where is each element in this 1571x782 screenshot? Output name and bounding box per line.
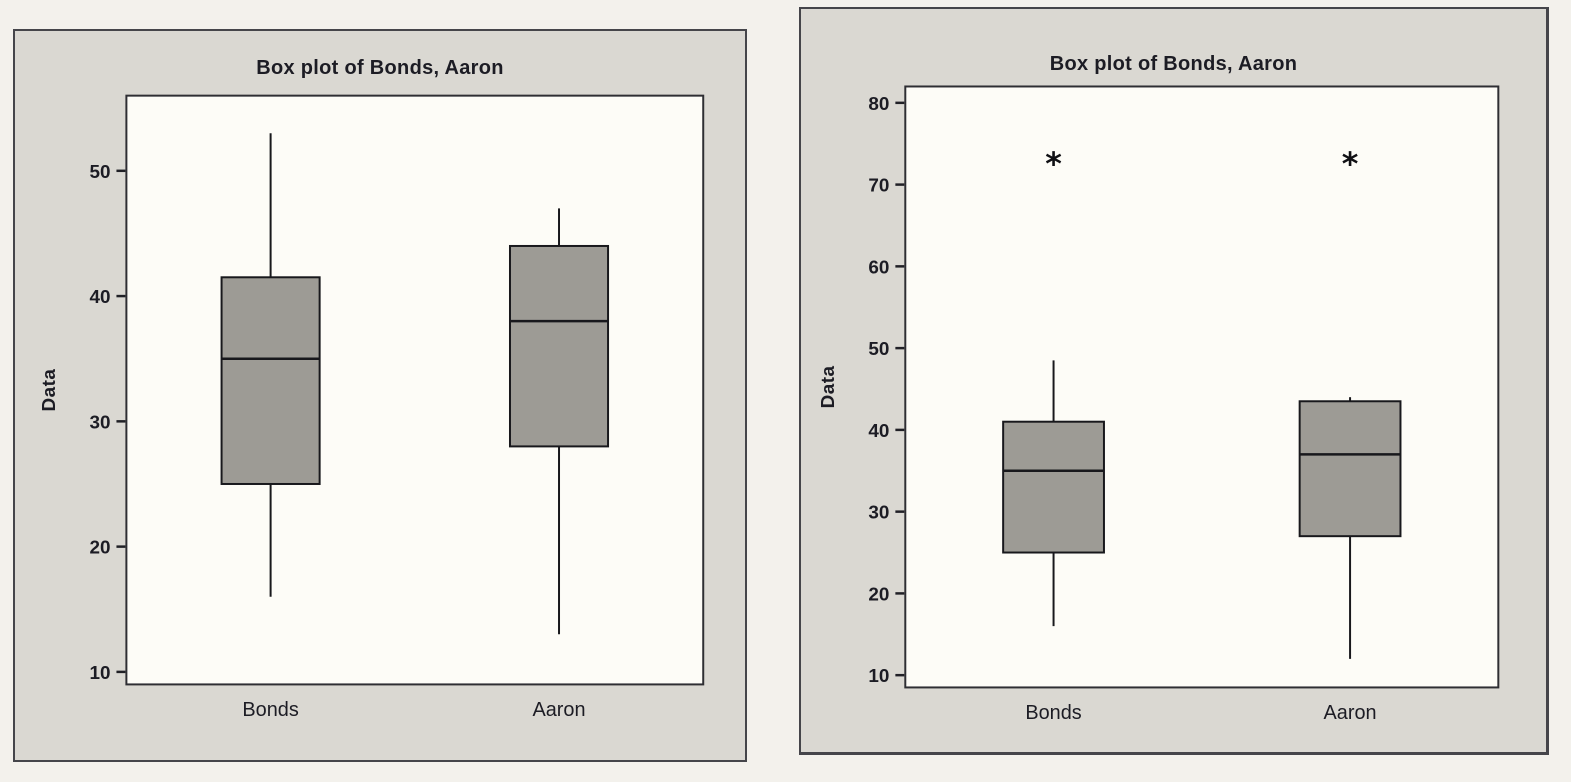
category-label: Bonds xyxy=(242,699,298,721)
iqr-box xyxy=(220,276,321,485)
category-label: Aaron xyxy=(532,699,585,721)
boxplot-bonds xyxy=(220,133,321,597)
category-label: Aaron xyxy=(1324,702,1377,724)
chart-title: Box plot of Bonds, Aaron xyxy=(256,57,504,79)
y-tick-label: 50 xyxy=(868,338,889,359)
category-label: Bonds xyxy=(1025,702,1081,724)
y-tick-label: 70 xyxy=(868,175,889,196)
y-tick-label: 50 xyxy=(89,162,110,183)
boxplot-aaron xyxy=(508,208,610,635)
boxplot-figure-left: Box plot of Bonds, Aaron 10 20 30 40 50 Data B… xyxy=(13,29,747,762)
boxplot-bonds: * xyxy=(1002,147,1105,627)
iqr-box xyxy=(1298,400,1402,538)
plot-area xyxy=(904,85,1500,689)
y-tick-label: 30 xyxy=(89,412,110,433)
chart-container-right: Box plot of Bonds, Aaron 10 20 30 40 50 60 70 8… xyxy=(801,9,1546,752)
y-tick-label: 20 xyxy=(89,538,110,559)
y-tick-label: 30 xyxy=(868,502,889,523)
y-tick-label: 60 xyxy=(868,256,889,277)
boxplot-canvas-left: 10 20 30 40 50 Data Bonds Aaron xyxy=(39,94,705,721)
chart-title: Box plot of Bonds, Aaron xyxy=(1049,53,1298,75)
y-axis-label: Data xyxy=(39,369,60,412)
iqr-box xyxy=(1002,420,1105,554)
y-tick-label: 40 xyxy=(868,420,889,441)
outlier-marker: * xyxy=(1045,147,1062,183)
y-tick-label: 20 xyxy=(868,583,889,604)
plot-area xyxy=(125,94,705,686)
y-tick-label: 10 xyxy=(868,665,889,686)
boxplot-aaron: * xyxy=(1298,147,1402,659)
y-axis: 10 20 30 40 50 xyxy=(89,162,126,684)
boxplot-canvas-right: 10 20 30 40 50 60 70 80 Data * Bonds * Aaron xyxy=(817,85,1500,724)
y-tick-label: 10 xyxy=(89,663,110,684)
y-axis-label: Data xyxy=(817,366,838,409)
y-axis: 10 20 30 40 50 60 70 80 xyxy=(868,93,905,686)
iqr-box xyxy=(508,244,610,448)
boxplot-figure-right: Box plot of Bonds, Aaron 10 20 30 40 50 60 70 8… xyxy=(799,7,1549,755)
chart-container-left: Box plot of Bonds, Aaron 10 20 30 40 50 Data B… xyxy=(15,31,745,760)
outlier-marker: * xyxy=(1342,147,1359,183)
y-tick-label: 40 xyxy=(89,287,110,308)
y-tick-label: 80 xyxy=(868,93,889,114)
